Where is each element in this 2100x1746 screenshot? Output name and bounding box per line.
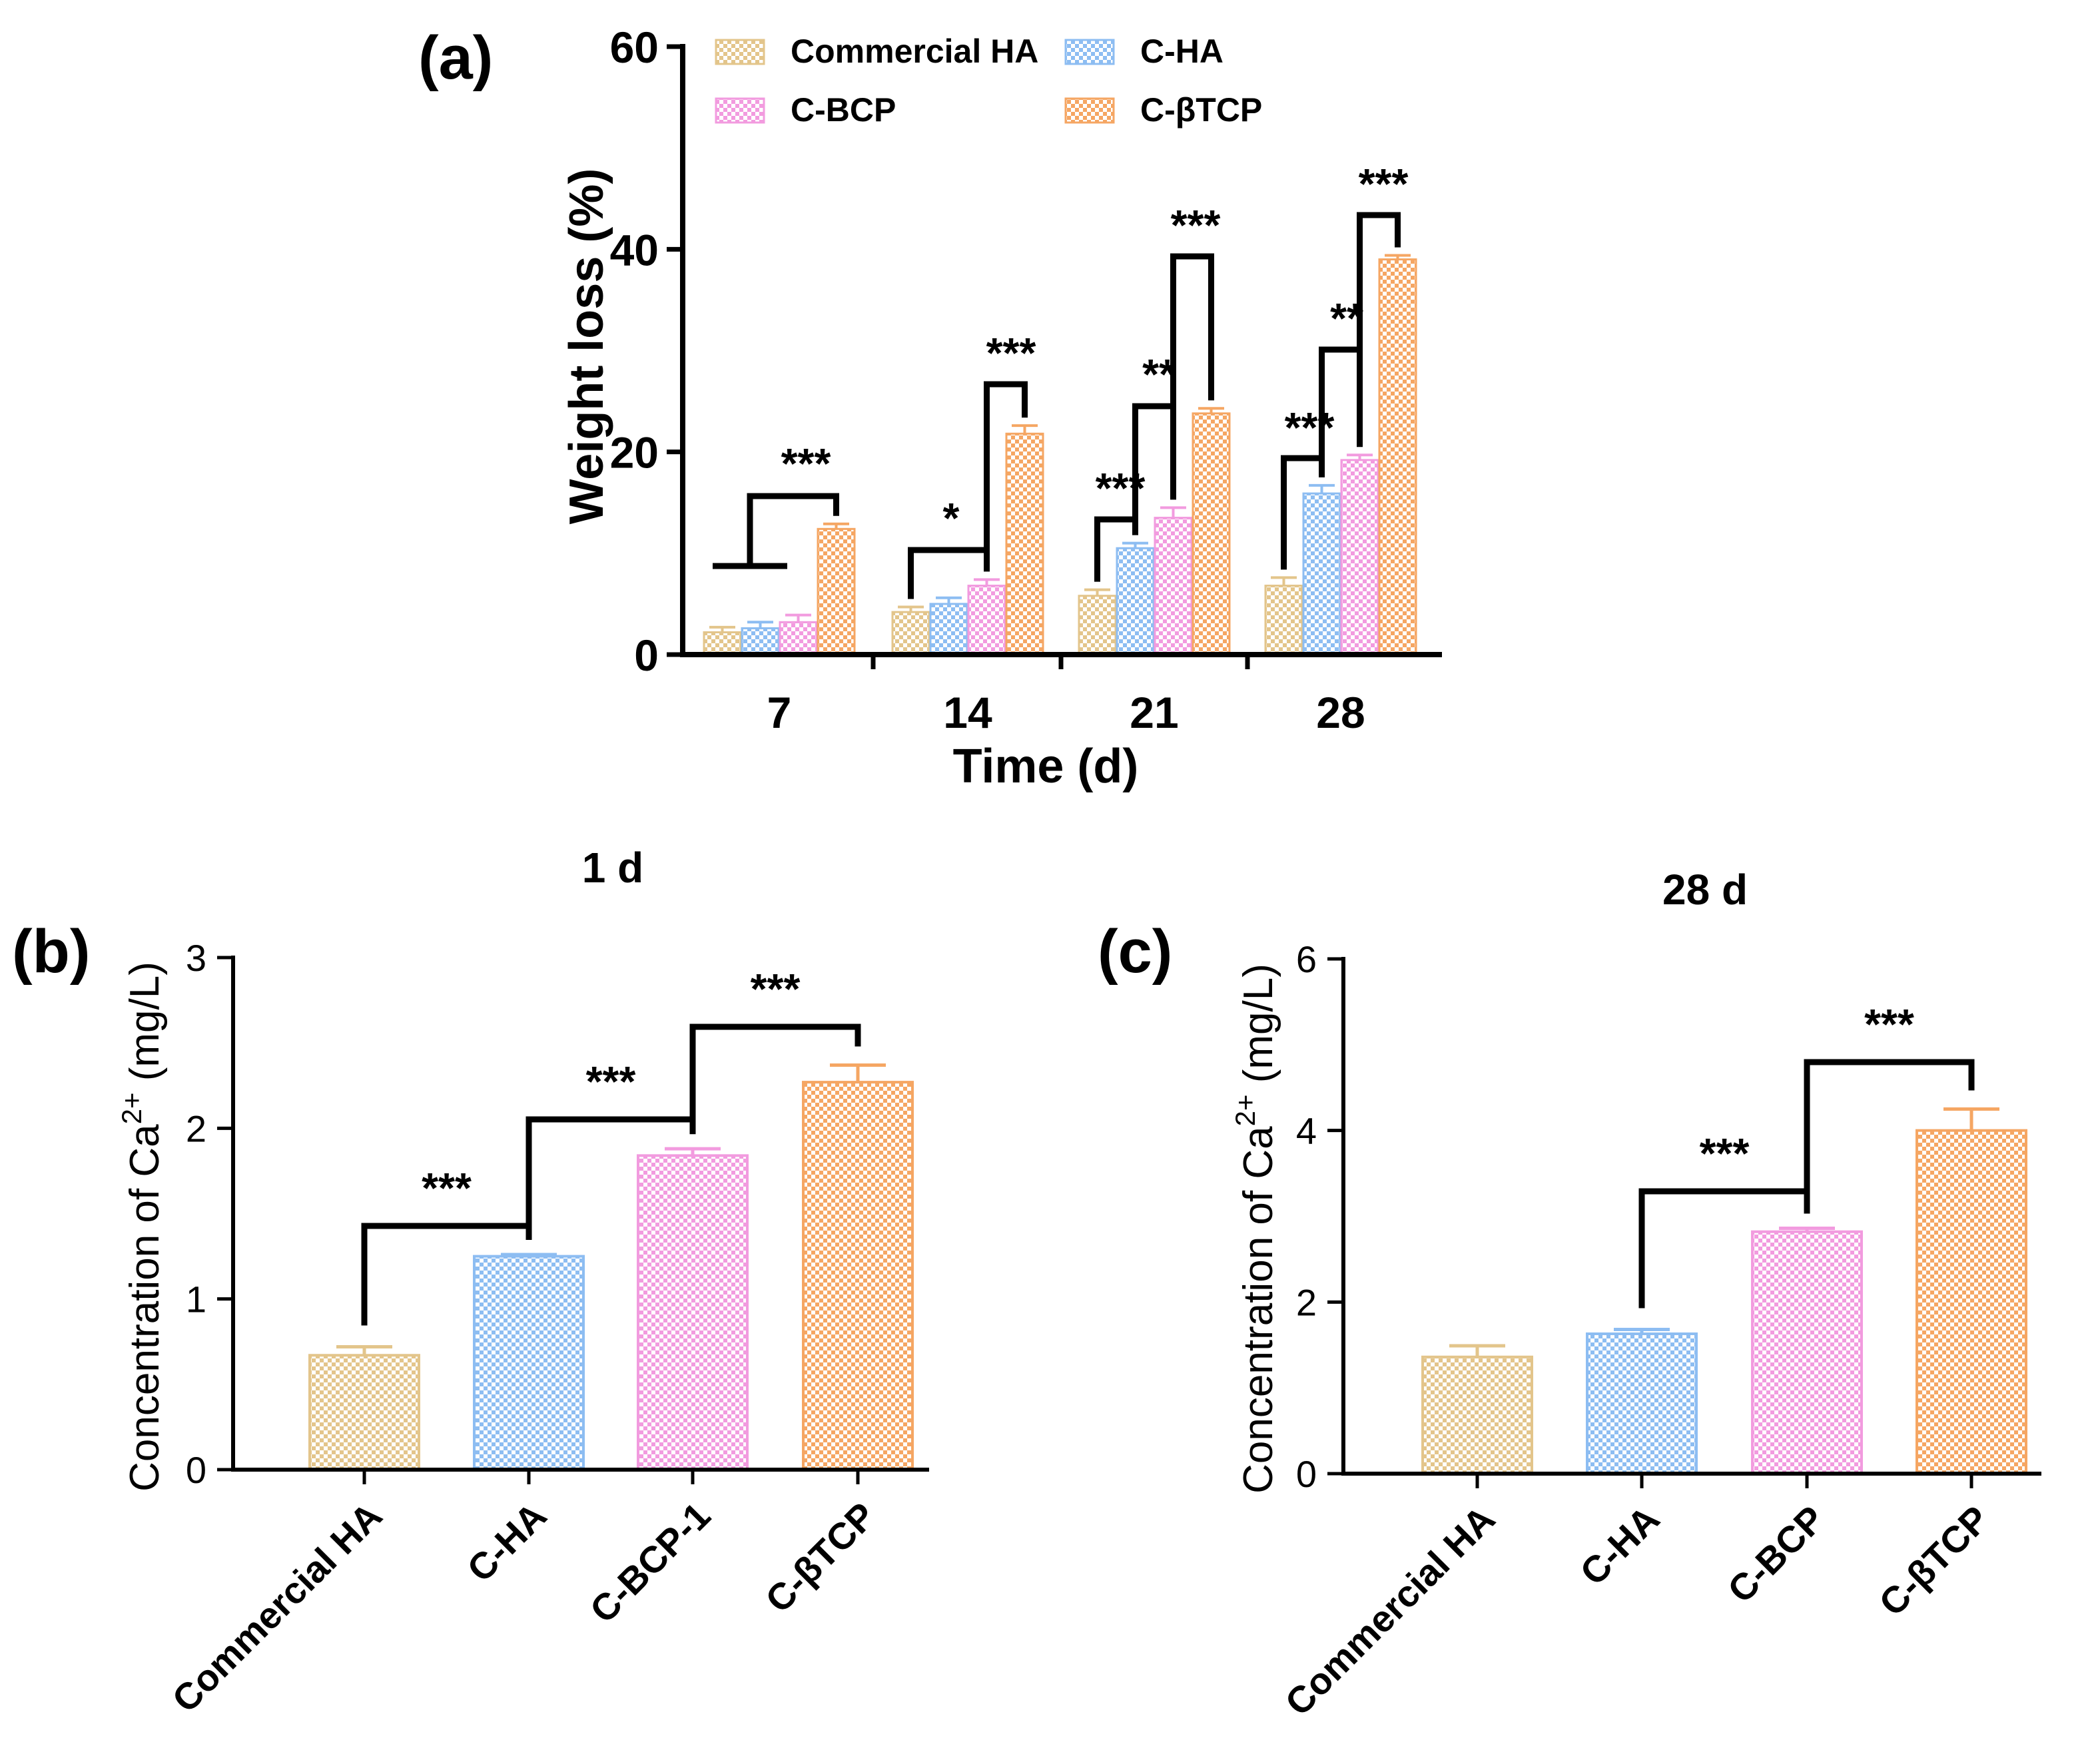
legend-label-C-BCP: C-BCP: [791, 91, 896, 129]
significance-stars: ***: [1700, 1129, 1750, 1177]
significance-bracket: [1094, 516, 1138, 582]
x-axis-title: Time (d): [953, 740, 1139, 793]
panel-a-weight-loss-chart: (a) 0 20 40 60 7 14 21 28 Time (d) Weight loss (%)…: [418, 23, 1442, 793]
x-tick-label: Commercial HA: [164, 1494, 390, 1720]
significance-bracket: [689, 1023, 861, 1135]
bar-C-HA-14: [929, 603, 968, 656]
y-tick-label: 40: [610, 225, 659, 274]
x-tick-label: C-BCP: [1720, 1498, 1833, 1611]
significance-stars: *: [943, 494, 960, 542]
bar-C-βTCP: [802, 1081, 914, 1471]
significance-stars: ***: [751, 965, 801, 1013]
significance-bracket: [984, 381, 1028, 550]
x-tick-label: 14: [943, 688, 992, 737]
bar-Commercial HA-21: [1078, 595, 1117, 656]
bar-C-BCP-1: [637, 1154, 749, 1471]
significance-bracket: [1132, 403, 1176, 519]
x-tick-label: 28: [1316, 688, 1365, 737]
bar-C-BCP: [1751, 1230, 1863, 1475]
significance-bracket: [1804, 1059, 1975, 1214]
significance-bracket: [1357, 212, 1401, 350]
x-tick-label: 21: [1130, 688, 1178, 737]
significance-bracket: [1170, 253, 1214, 406]
bar-Commercial HA: [308, 1354, 420, 1472]
y-axis-title: Concentration of Ca2+ (mg/L): [1229, 964, 1281, 1494]
significance-bracket: [908, 547, 990, 599]
y-axis-title-main: Concentration of Ca: [122, 1124, 168, 1492]
significance-stars: **: [1142, 350, 1176, 398]
panel-label-a: (a): [418, 24, 493, 92]
bar-C-HA-7: [741, 627, 780, 656]
panel-c-ca-concentration-28d-chart: (c) 28 d 0 2 4 6 Commercial HA C-HA C-BCP C-βTCP C…: [1098, 866, 2041, 1723]
significance-stars: ***: [1864, 1000, 1914, 1048]
y-tick-label: 3: [186, 937, 206, 979]
bar-C-βTCP-14: [1005, 432, 1044, 656]
y-tick-label: 0: [634, 631, 659, 680]
y-axis-title-unit: (mg/L): [122, 962, 168, 1092]
legend-swatch-C-BCP: [715, 97, 765, 124]
significance-stars: ***: [781, 439, 831, 487]
x-tick-label: 7: [767, 688, 792, 737]
bar-C-HA: [1586, 1332, 1698, 1476]
bar-C-HA-28: [1302, 492, 1341, 656]
significance-stars: ***: [586, 1057, 636, 1105]
bar-C-βTCP-28: [1378, 258, 1417, 656]
legend-label-Commercial HA: Commercial HA: [791, 33, 1038, 70]
x-tick-label: C-BCP-1: [581, 1494, 718, 1631]
panel-label-b: (b): [12, 918, 90, 986]
significance-stars: ***: [1285, 404, 1335, 451]
y-tick-label: 2: [186, 1107, 206, 1149]
legend-swatch-C-HA: [1064, 39, 1115, 65]
panel-label-c: (c): [1098, 918, 1172, 986]
y-tick-label: 2: [1296, 1281, 1317, 1323]
y-axis-title: Weight loss (%): [560, 168, 613, 525]
legend-swatch-Commercial HA: [715, 39, 765, 65]
x-tick-label: Commercial HA: [1277, 1498, 1503, 1723]
bar-C-BCP-14: [967, 585, 1006, 656]
legend-swatch-C-βTCP: [1064, 97, 1115, 124]
bar-C-BCP-21: [1154, 517, 1193, 656]
y-axis-title: Concentration of Ca2+ (mg/L): [116, 962, 168, 1492]
x-tick-label: C-HA: [1572, 1498, 1668, 1594]
y-axis-title-sup: 2+: [116, 1093, 147, 1125]
bar-C-BCP-7: [779, 621, 818, 656]
bar-C-BCP-28: [1340, 459, 1379, 656]
significance-bracket: [1281, 455, 1325, 570]
chart-title-b: 1 d: [582, 844, 643, 892]
y-tick-label: 4: [1296, 1110, 1317, 1152]
bar-C-βTCP-21: [1192, 412, 1231, 656]
bar-Commercial HA: [1421, 1355, 1533, 1475]
bar-C-HA-21: [1116, 547, 1155, 656]
y-axis-title-sup: 2+: [1229, 1095, 1261, 1127]
bar-C-βTCP-7: [817, 527, 856, 656]
y-axis-title-unit: (mg/L): [1235, 964, 1281, 1094]
y-tick-label: 60: [610, 23, 659, 72]
y-tick-label: 0: [1296, 1453, 1317, 1495]
y-tick-label: 0: [186, 1449, 206, 1491]
y-tick-label: 20: [610, 428, 659, 477]
significance-stars: ***: [1359, 160, 1409, 208]
x-tick-label: C-βTCP: [1871, 1498, 1997, 1624]
x-tick-label: C-HA: [459, 1494, 555, 1590]
bar-Commercial HA-14: [891, 611, 930, 656]
legend-label-C-HA: C-HA: [1140, 33, 1224, 70]
x-tick-label: C-βTCP: [757, 1494, 884, 1621]
bar-Commercial HA-28: [1264, 585, 1303, 656]
chart-title-c: 28 d: [1662, 866, 1748, 914]
significance-stars: ***: [1171, 201, 1221, 249]
bar-C-βTCP: [1916, 1129, 2027, 1475]
significance-bracket: [747, 493, 839, 566]
significance-bracket: [1319, 346, 1363, 458]
bar-Commercial HA-7: [703, 631, 742, 656]
significance-stars: ***: [422, 1164, 472, 1212]
y-tick-label: 1: [186, 1279, 206, 1320]
y-axis-title-main: Concentration of Ca: [1235, 1126, 1281, 1494]
y-tick-label: 6: [1296, 938, 1317, 980]
significance-stars: ***: [986, 329, 1036, 377]
panel-b-ca-concentration-1d-chart: (b) 1 d 0 1 2 3 Commercial HA C-HA C-BCP-1 C-βTCP…: [12, 844, 929, 1720]
legend-label-C-βTCP: C-βTCP: [1140, 91, 1262, 129]
bar-C-HA: [473, 1255, 585, 1472]
